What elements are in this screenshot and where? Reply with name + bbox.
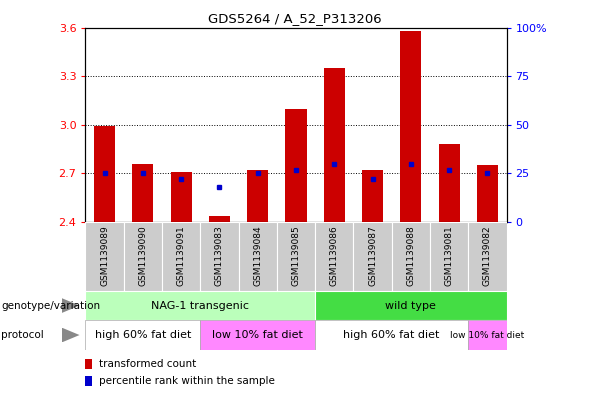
Bar	[85, 320, 200, 350]
Text: GSM1139086: GSM1139086	[330, 226, 339, 286]
Bar	[286, 108, 306, 222]
FancyBboxPatch shape	[392, 222, 430, 291]
Text: percentile rank within the sample: percentile rank within the sample	[99, 376, 275, 386]
Bar	[247, 170, 268, 222]
Bar	[171, 172, 191, 222]
Text: GSM1139089: GSM1139089	[100, 226, 109, 286]
FancyBboxPatch shape	[430, 222, 468, 291]
Bar	[200, 320, 315, 350]
Text: GSM1139083: GSM1139083	[215, 226, 224, 286]
Bar	[85, 291, 315, 320]
Text: wild type: wild type	[385, 301, 436, 310]
Text: high 60% fat diet: high 60% fat diet	[95, 330, 191, 340]
Text: GSM1139088: GSM1139088	[406, 226, 415, 286]
Text: GSM1139091: GSM1139091	[177, 226, 186, 286]
Text: NAG-1 transgenic: NAG-1 transgenic	[151, 301, 249, 310]
Text: GSM1139081: GSM1139081	[445, 226, 454, 286]
FancyBboxPatch shape	[200, 222, 239, 291]
Bar	[315, 291, 507, 320]
Bar	[315, 320, 468, 350]
FancyBboxPatch shape	[239, 222, 277, 291]
Bar	[401, 31, 421, 222]
FancyBboxPatch shape	[85, 222, 124, 291]
Bar	[468, 320, 507, 350]
Bar	[209, 215, 230, 222]
FancyBboxPatch shape	[315, 222, 353, 291]
FancyBboxPatch shape	[277, 222, 315, 291]
Polygon shape	[62, 298, 80, 313]
Text: GSM1139084: GSM1139084	[253, 226, 262, 286]
FancyBboxPatch shape	[124, 222, 162, 291]
FancyBboxPatch shape	[468, 222, 507, 291]
Bar	[85, 359, 92, 369]
FancyBboxPatch shape	[162, 222, 200, 291]
Bar	[477, 165, 498, 222]
Bar	[362, 170, 383, 222]
Text: GDS5264 / A_52_P313206: GDS5264 / A_52_P313206	[208, 12, 381, 25]
FancyBboxPatch shape	[353, 222, 392, 291]
Bar	[324, 68, 345, 222]
Polygon shape	[62, 328, 80, 342]
Text: GSM1139087: GSM1139087	[368, 226, 377, 286]
Bar	[94, 127, 115, 222]
Bar	[85, 376, 92, 386]
Bar	[439, 144, 459, 222]
Text: transformed count: transformed count	[99, 358, 196, 369]
Bar	[133, 163, 153, 222]
Text: GSM1139085: GSM1139085	[292, 226, 300, 286]
Text: high 60% fat diet: high 60% fat diet	[343, 330, 440, 340]
Text: GSM1139082: GSM1139082	[483, 226, 492, 286]
Text: low 10% fat diet: low 10% fat diet	[212, 330, 303, 340]
Text: genotype/variation: genotype/variation	[1, 301, 100, 310]
Text: GSM1139090: GSM1139090	[138, 226, 147, 286]
Text: low 10% fat diet: low 10% fat diet	[450, 331, 525, 340]
Text: protocol: protocol	[1, 330, 44, 340]
